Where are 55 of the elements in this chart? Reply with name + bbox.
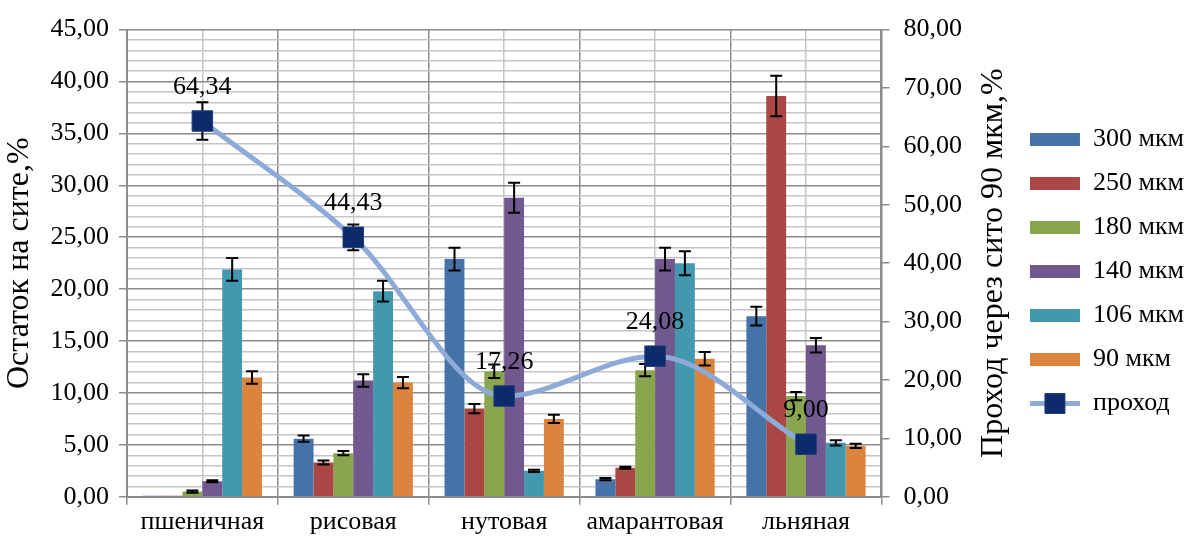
x-tick-label: амарантовая bbox=[586, 506, 724, 536]
y2-tick-label: 80,00 bbox=[903, 13, 962, 43]
y2-tick-label: 60,00 bbox=[903, 130, 962, 160]
y-tick-label: 40,00 bbox=[50, 65, 109, 95]
bar bbox=[202, 481, 223, 497]
bar bbox=[694, 358, 715, 497]
bar bbox=[615, 467, 636, 497]
bar bbox=[845, 445, 866, 497]
y-tick-label: 15,00 bbox=[50, 324, 109, 354]
y2-tick-label: 0,00 bbox=[903, 480, 949, 510]
y-tick-label: 5,00 bbox=[63, 428, 109, 458]
bar bbox=[444, 259, 465, 497]
bar bbox=[524, 470, 544, 497]
bar bbox=[746, 316, 767, 497]
bar bbox=[825, 442, 846, 497]
y2-axis-title: Проход через сито 90 мкм,% bbox=[973, 68, 1010, 458]
bar bbox=[242, 377, 262, 497]
bar bbox=[595, 479, 616, 497]
bar bbox=[353, 380, 374, 497]
legend-label: 250 мкм bbox=[1092, 167, 1185, 197]
bar bbox=[293, 438, 314, 497]
y-tick-label: 45,00 bbox=[50, 13, 109, 43]
legend-label: 106 мкм bbox=[1092, 299, 1185, 329]
y2-tick-label: 20,00 bbox=[903, 363, 962, 393]
y-tick-label: 35,00 bbox=[50, 117, 109, 147]
bar bbox=[635, 370, 656, 497]
bar bbox=[373, 291, 394, 497]
y-tick-label: 10,00 bbox=[50, 376, 109, 406]
x-tick-label: рисовая bbox=[309, 506, 397, 536]
bar bbox=[393, 382, 413, 497]
bar bbox=[333, 453, 354, 497]
y-axis-title: Остаток на сите,% bbox=[0, 137, 35, 390]
y-tick-label: 0,00 bbox=[63, 480, 109, 510]
y2-tick-label: 50,00 bbox=[903, 188, 962, 218]
data-label: 64,34 bbox=[173, 70, 232, 100]
x-tick-label: льняная bbox=[761, 506, 851, 536]
bar bbox=[313, 462, 334, 497]
bar bbox=[222, 269, 243, 497]
y2-tick-label: 70,00 bbox=[903, 71, 962, 101]
y-tick-label: 30,00 bbox=[50, 169, 109, 199]
y2-tick-label: 40,00 bbox=[903, 247, 962, 277]
bar bbox=[543, 418, 564, 497]
x-tick-label: нутовая bbox=[460, 506, 548, 536]
data-label: 44,43 bbox=[324, 187, 383, 217]
y2-tick-label: 30,00 bbox=[903, 305, 962, 335]
bar bbox=[464, 408, 485, 497]
legend-label: 90 мкм bbox=[1092, 343, 1172, 373]
legend-label: 140 мкм bbox=[1092, 255, 1185, 285]
y-tick-label: 25,00 bbox=[50, 221, 109, 251]
legend-label: 300 мкм bbox=[1092, 123, 1185, 153]
y2-tick-label: 10,00 bbox=[903, 422, 962, 452]
legend-label: 180 мкм bbox=[1092, 211, 1185, 241]
y-tick-label: 20,00 bbox=[50, 272, 109, 302]
legend-label: проход bbox=[1092, 387, 1170, 417]
x-tick-label: пшеничная bbox=[140, 506, 265, 536]
